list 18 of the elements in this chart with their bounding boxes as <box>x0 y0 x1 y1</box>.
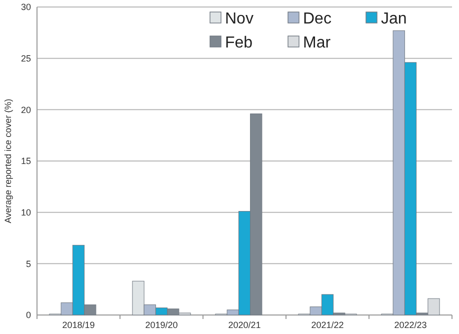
y-tick-label: 10 <box>20 207 31 218</box>
legend-label: Mar <box>303 34 332 52</box>
x-tick-label: 2021/22 <box>311 320 344 330</box>
y-tick-label: 25 <box>20 53 31 64</box>
x-tick-label: 2020/21 <box>228 320 261 330</box>
x-tick-label: 2018/19 <box>62 320 95 330</box>
y-tick-label: 20 <box>20 104 31 115</box>
y-tick-label: 30 <box>20 2 31 12</box>
x-tick-label: 2022/23 <box>394 320 427 330</box>
y-axis-title: Average reported ice cover (%) <box>3 98 13 224</box>
y-tick-label: 15 <box>20 156 31 166</box>
legend-label: Dec <box>303 10 332 28</box>
legend-label: Feb <box>225 34 253 52</box>
legend-label: Nov <box>225 10 254 28</box>
y-tick-label: 5 <box>26 258 31 269</box>
legend-label: Jan <box>381 10 407 28</box>
x-tick-label: 2019/20 <box>145 320 178 330</box>
y-tick-label: 0 <box>26 310 31 320</box>
